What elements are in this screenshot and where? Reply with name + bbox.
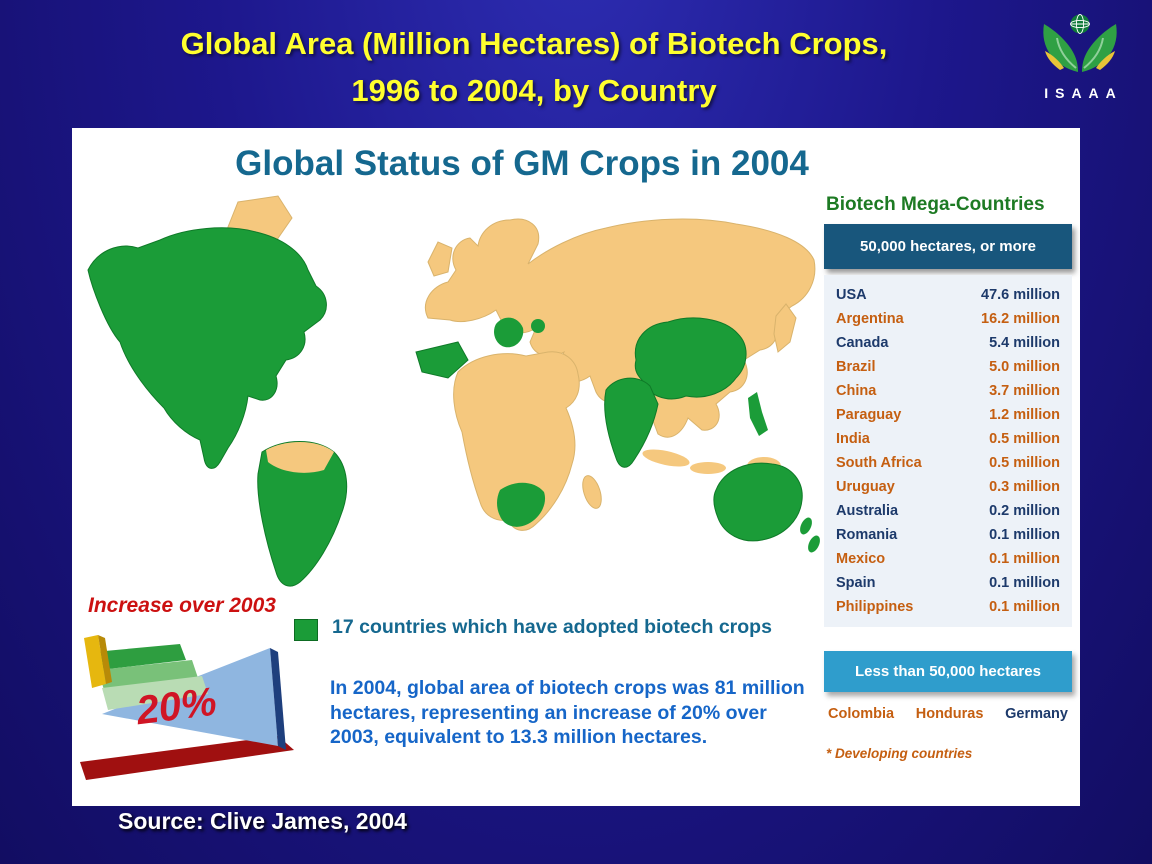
table-row: India 0.5 million [832,427,1064,451]
table-row: Argentina 16.2 million [832,307,1064,331]
country-name: USA [836,287,867,303]
country-value: 0.2 million [989,503,1060,519]
table-row: Australia 0.2 million [832,499,1064,523]
country-name: South Africa [836,455,922,471]
country-value: 0.1 million [989,575,1060,591]
isaaa-logo: ISAAA [1028,12,1132,101]
developing-countries-footnote: * Developing countries [826,746,973,761]
region-india [604,377,659,468]
region-uk [427,241,453,277]
region-indonesia-2 [690,462,726,474]
less-than-countries: Colombia Honduras Germany [824,706,1072,722]
wedge-strip-dark [94,644,186,670]
country-name: Australia [836,503,899,519]
wedge-yellow-side [98,635,112,684]
country-value: 0.1 million [989,551,1060,567]
region-australia [713,462,803,542]
isaaa-logo-label: ISAAA [1044,85,1123,101]
slide-title-line2: 1996 to 2004, by Country [351,73,717,108]
content-panel: Global Status of GM Crops in 2004 [72,128,1080,806]
country-name: Argentina [836,311,904,327]
mega-countries-sidebar: Biotech Mega-Countries 50,000 hectares, … [824,194,1072,761]
country-name: Philippines [836,599,914,615]
less-country: Honduras [915,706,984,722]
country-value: 5.0 million [989,359,1060,375]
region-africa [453,351,580,531]
country-value: 0.1 million [989,599,1060,615]
threshold-header: 50,000 hectares, or more [824,224,1072,269]
wedge-shadow [270,648,286,750]
country-name: India [836,431,870,447]
region-south-africa [497,482,546,527]
table-row: Romania 0.1 million [832,523,1064,547]
country-value: 47.6 million [981,287,1060,303]
table-row: Spain 0.1 million [832,571,1064,595]
table-row: Brazil 5.0 million [832,355,1064,379]
table-row: South Africa 0.5 million [832,451,1064,475]
table-row: Canada 5.4 million [832,331,1064,355]
increase-label: Increase over 2003 [88,594,276,617]
mega-countries-list: USA 47.6 million Argentina 16.2 million Ca… [824,275,1072,627]
world-map [87,195,820,587]
country-name: Canada [836,335,889,351]
region-spain [415,341,469,379]
country-value: 3.7 million [989,383,1060,399]
table-row: Uruguay 0.3 million [832,475,1064,499]
percent-label: 20% [133,680,219,734]
less-than-header: Less than 50,000 hectares [824,651,1072,692]
country-name: China [836,383,877,399]
country-name: Brazil [836,359,876,375]
table-row: Philippines 0.1 million [832,595,1064,619]
country-name: Spain [836,575,876,591]
region-indonesia-1 [642,449,690,467]
panel-heading: Global Status of GM Crops in 2004 [235,144,809,183]
wedge-base [80,736,294,780]
isaaa-logo-icon [1043,14,1117,72]
legend-green-swatch [294,619,318,641]
country-name: Romania [836,527,898,543]
region-philippines [748,392,768,436]
country-value: 16.2 million [981,311,1060,327]
country-value: 0.5 million [989,431,1060,447]
table-row: Paraguay 1.2 million [832,403,1064,427]
wedge-triangle [102,648,278,746]
region-madagascar [582,475,602,509]
mega-countries-title: Biotech Mega-Countries [826,194,1045,215]
slide-title-line1: Global Area (Million Hectares) of Biotec… [180,26,888,61]
summary-text: In 2004, global area of biotech crops wa… [330,677,805,749]
region-central-europe [494,317,524,348]
country-value: 0.1 million [989,527,1060,543]
country-value: 5.4 million [989,335,1060,351]
country-name: Uruguay [836,479,895,495]
region-new-zealand-south [808,535,820,553]
country-value: 1.2 million [989,407,1060,423]
wedge-yellow-bar [84,635,106,688]
region-japan [773,303,797,353]
region-south-america-north [266,441,334,473]
less-country: Colombia [828,706,895,722]
region-romania [531,319,545,333]
country-value: 0.5 million [989,455,1060,471]
country-value: 0.3 million [989,479,1060,495]
table-row: China 3.7 million [832,379,1064,403]
country-name: Paraguay [836,407,902,423]
slide-title: Global Area (Million Hectares) of Biotec… [0,20,1068,114]
country-name: Mexico [836,551,886,567]
wedge-strip-light [102,676,208,710]
region-north-america [87,227,327,469]
less-country: Germany [1005,706,1068,722]
legend-text: 17 countries which have adopted biotech … [332,616,772,638]
region-new-zealand-north [800,517,812,535]
increase-wedge-graphic: 20% [80,635,294,780]
wedge-strip-mid [98,660,198,690]
table-row: USA 47.6 million [832,283,1064,307]
source-credit: Source: Clive James, 2004 [118,808,407,834]
table-row: Mexico 0.1 million [832,547,1064,571]
map-legend: 17 countries which have adopted biotech … [294,616,794,641]
